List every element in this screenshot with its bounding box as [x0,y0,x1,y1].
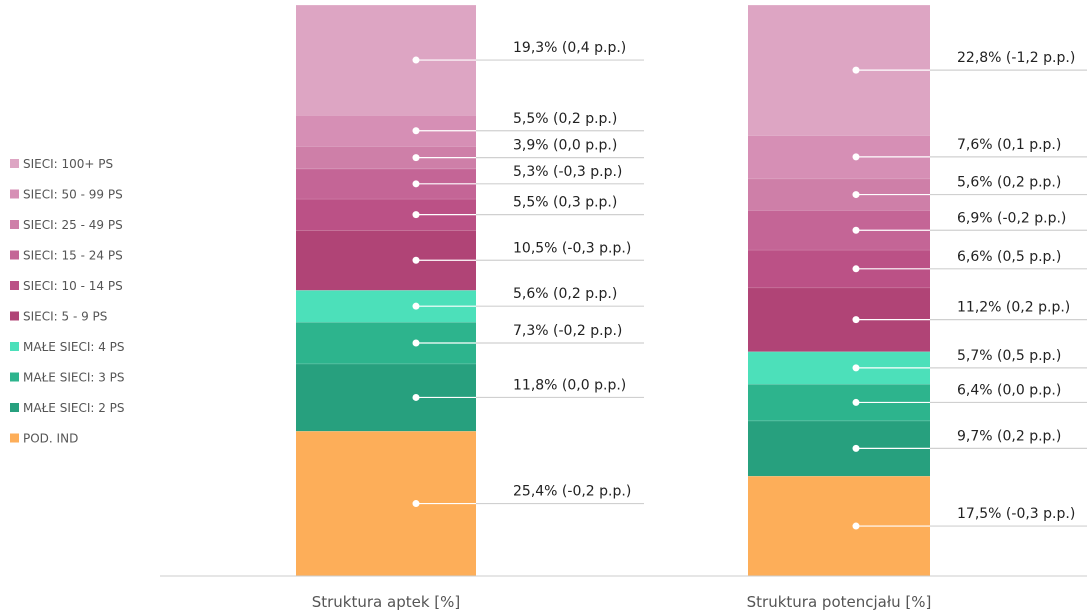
label-connectors [412,56,1087,530]
data-label-2-sieci-10-14-ps: 6,6% (0,5 p.p.) [957,249,1061,265]
label-dot [412,393,420,401]
data-labels: 25,4% (-0,2 p.p.) 11,8% (0,0 p.p.) 7,3% (-… [513,40,1075,522]
category-label-2: Struktura potencjału [%] [747,593,932,611]
label-dot [412,56,420,64]
label-dot [412,339,420,347]
label-dot [412,302,420,310]
data-label-1-sieci-5-9-ps: 10,5% (-0,3 p.p.) [513,240,631,256]
data-label-2-sieci-50-99-ps: 7,6% (0,1 p.p.) [957,137,1061,153]
legend-item-sieci-100-ps: SIECI: 100+ PS [23,157,113,171]
data-label-2-pod-ind: 17,5% (-0,3 p.p.) [957,506,1075,522]
legend-swatch-sieci-10-14-ps [10,281,19,290]
legend-swatch-małe-sieci-2-ps [10,403,19,412]
label-dot [852,398,860,406]
data-label-1-sieci-15-24-ps: 5,3% (-0,3 p.p.) [513,164,622,180]
data-label-2-sieci-100-ps: 22,8% (-1,2 p.p.) [957,50,1075,66]
data-label-1-sieci-25-49-ps: 3,9% (0,0 p.p.) [513,138,617,154]
legend-item-małe-sieci-3-ps: MAŁE SIECI: 3 PS [23,371,125,385]
category-label-1: Struktura aptek [%] [312,593,461,611]
legend-swatch-sieci-50-99-ps [10,189,19,199]
data-label-1-małe-sieci-4-ps: 5,6% (0,2 p.p.) [513,286,617,302]
category-labels: Struktura aptek [%] Struktura potencjału … [312,593,932,611]
legend-item-sieci-50-99-ps: SIECI: 50 - 99 PS [23,188,123,202]
label-dot [412,154,420,162]
legend-swatch-sieci-100-ps [10,159,19,168]
legend-swatch-małe-sieci-4-ps [10,342,19,351]
legend-swatch-sieci-5-9-ps [10,311,19,321]
legend-item-małe-sieci-2-ps: MAŁE SIECI: 2 PS [23,401,125,415]
legend-item-sieci-15-24-ps: SIECI: 15 - 24 PS [23,249,123,263]
data-label-1-sieci-10-14-ps: 5,5% (0,3 p.p.) [513,195,617,211]
label-dot [412,180,420,188]
label-dot [412,127,420,135]
label-dot [852,265,860,273]
data-label-2-sieci-25-49-ps: 5,6% (0,2 p.p.) [957,175,1061,191]
bar-segment-1-sieci-25-49-ps [296,146,476,169]
label-dot [852,153,860,161]
data-label-1-pod-ind: 25,4% (-0,2 p.p.) [513,484,631,500]
label-dot [852,66,860,74]
legend-swatch-sieci-15-24-ps [10,250,19,260]
data-label-1-małe-sieci-3-ps: 7,3% (-0,2 p.p.) [513,323,622,339]
label-dot [852,226,860,234]
label-dot [852,191,860,199]
legend-item-sieci-10-14-ps: SIECI: 10 - 14 PS [23,279,123,293]
data-label-1-małe-sieci-2-ps: 11,8% (0,0 p.p.) [513,377,626,393]
legend-swatch-małe-sieci-3-ps [10,372,19,382]
data-label-1-sieci-50-99-ps: 5,5% (0,2 p.p.) [513,111,617,127]
legend-item-sieci-5-9-ps: SIECI: 5 - 9 PS [23,310,107,324]
label-dot [852,522,860,530]
data-label-2-małe-sieci-3-ps: 6,4% (0,0 p.p.) [957,382,1061,398]
label-dot [852,364,860,372]
legend: SIECI: 100+ PS SIECI: 50 - 99 PS SIECI: 25… [10,157,125,446]
legend-swatch-pod-ind [10,433,19,443]
label-dot [852,316,860,324]
legend-item-pod-ind: POD. IND [23,432,78,446]
data-label-2-małe-sieci-2-ps: 9,7% (0,2 p.p.) [957,428,1061,444]
legend-item-małe-sieci-4-ps: MAŁE SIECI: 4 PS [23,340,125,354]
legend-item-sieci-25-49-ps: SIECI: 25 - 49 PS [23,218,123,232]
label-dot [412,211,420,219]
legend-swatch-sieci-25-49-ps [10,220,19,229]
label-dot [412,256,420,264]
data-label-2-małe-sieci-4-ps: 5,7% (0,5 p.p.) [957,348,1061,364]
bars [296,4,930,576]
data-label-2-sieci-15-24-ps: 6,9% (-0,2 p.p.) [957,210,1066,226]
label-dot [412,500,420,508]
label-dot [852,444,860,452]
data-label-1-sieci-100-ps: 19,3% (0,4 p.p.) [513,40,626,56]
data-label-2-sieci-5-9-ps: 11,2% (0,2 p.p.) [957,300,1070,316]
